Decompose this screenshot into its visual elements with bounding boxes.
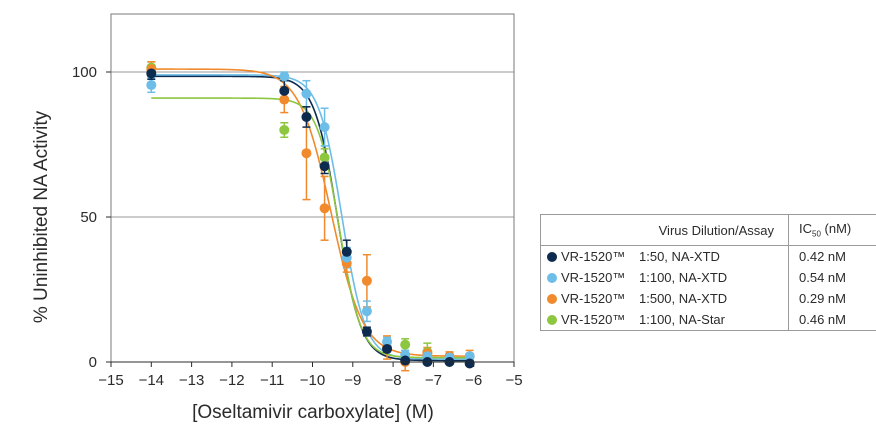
data-point (361, 326, 372, 337)
data-point (464, 358, 475, 369)
legend-entry: VR-1520™ 1:50, NA-XTD (541, 246, 789, 268)
legend-ic50-value: 0.54 nM (788, 267, 876, 288)
data-point (361, 306, 372, 317)
x-tick-label: −11 (260, 372, 284, 389)
data-point (382, 336, 393, 347)
fit-curve (151, 97, 474, 359)
x-tick-label: −6 (465, 372, 482, 389)
x-tick-label: −9 (344, 372, 361, 389)
data-point (279, 71, 290, 82)
error-bars (147, 61, 474, 372)
data-point (319, 203, 330, 214)
legend-series-dilution: 1:100, NA-XTD (639, 270, 728, 285)
legend-table: Virus Dilution/Assay IC50 (nM) VR-1520™ 1… (541, 215, 876, 330)
y-tick-label: 0 (89, 354, 97, 371)
x-tick-label: −10 (300, 372, 325, 389)
x-tick-label: −5 (505, 372, 522, 389)
x-tick-label: −13 (179, 372, 204, 389)
legend-series-name: VR-1520™ (561, 291, 626, 306)
data-point (279, 94, 290, 105)
legend-series-dilution: 1:100, NA-Star (639, 312, 725, 327)
x-tick-label: −14 (139, 372, 164, 389)
legend-row: VR-1520™ 1:500, NA-XTD 0.29 nM (541, 288, 876, 309)
data-point (319, 152, 330, 163)
legend-marker-icon (547, 315, 557, 325)
ic50-subscript: 50 (812, 229, 821, 239)
legend-series-dilution: 1:500, NA-XTD (639, 291, 728, 306)
ic50-unit: (nM) (820, 221, 852, 237)
legend-ic50-value: 0.42 nM (788, 245, 876, 267)
data-point (146, 80, 157, 91)
data-point (146, 68, 157, 79)
x-tick-label: −15 (98, 372, 123, 389)
legend-marker-icon (547, 273, 557, 283)
data-point (301, 88, 312, 99)
data-point (341, 246, 352, 257)
fit-curve (151, 74, 474, 360)
x-axis-ticks: −15 −14 −13 −12 −11 −10 −9 −8 −7 −6 −5 (98, 362, 523, 389)
data-point (279, 125, 290, 135)
legend-row: VR-1520™ 1:100, NA-XTD 0.54 nM (541, 267, 876, 288)
data-point (301, 148, 312, 159)
legend-entry: VR-1520™ 1:100, NA-XTD (541, 267, 789, 288)
fit-curve (151, 68, 474, 357)
y-tick-label: 100 (72, 64, 97, 81)
legend-series-dilution: 1:50, NA-XTD (639, 249, 720, 264)
data-point (319, 161, 330, 172)
x-axis-title: [Oseltamivir carboxylate] (M) (192, 402, 434, 423)
legend-series-name: VR-1520™ (561, 312, 626, 327)
x-tick-label: −7 (425, 372, 442, 389)
legend-row: VR-1520™ 1:50, NA-XTD 0.42 nM (541, 245, 876, 268)
legend-series-name: VR-1520™ (561, 270, 626, 285)
legend-ic50-value: 0.46 nM (788, 309, 876, 330)
data-point (400, 339, 411, 350)
y-axis-title: % Uninhibited NA Activity (31, 110, 52, 323)
legend-marker-icon (547, 294, 557, 304)
legend-ic50-value: 0.29 nM (788, 288, 876, 309)
data-points (146, 62, 475, 369)
data-point (464, 351, 475, 362)
data-point (301, 111, 312, 122)
fit-curves (151, 68, 474, 362)
x-tick-label: −12 (219, 372, 244, 389)
legend-entry: VR-1520™ 1:100, NA-Star (541, 309, 789, 330)
plot-area-frame (110, 13, 515, 363)
legend-row: VR-1520™ 1:100, NA-Star 0.46 nM (541, 309, 876, 330)
legend-header-ic50: IC50 (nM) (788, 215, 876, 246)
legend: Virus Dilution/Assay IC50 (nM) VR-1520™ 1… (540, 214, 876, 331)
legend-entry: VR-1520™ 1:500, NA-XTD (541, 288, 789, 309)
x-tick-label: −8 (385, 372, 402, 389)
data-point (382, 343, 393, 354)
ic50-main: IC (799, 221, 812, 237)
grid-lines (111, 71, 514, 218)
y-axis-ticks: 0 50 100 (72, 64, 111, 371)
data-point (279, 85, 290, 96)
fit-curve (151, 75, 474, 362)
data-point (319, 122, 330, 133)
legend-header: Virus Dilution/Assay IC50 (nM) (541, 215, 876, 246)
y-tick-label: 50 (80, 209, 97, 226)
legend-marker-icon (547, 252, 557, 262)
data-point (400, 355, 411, 366)
legend-header-assay: Virus Dilution/Assay (541, 215, 789, 246)
data-point (361, 275, 372, 286)
legend-series-name: VR-1520™ (561, 249, 626, 264)
